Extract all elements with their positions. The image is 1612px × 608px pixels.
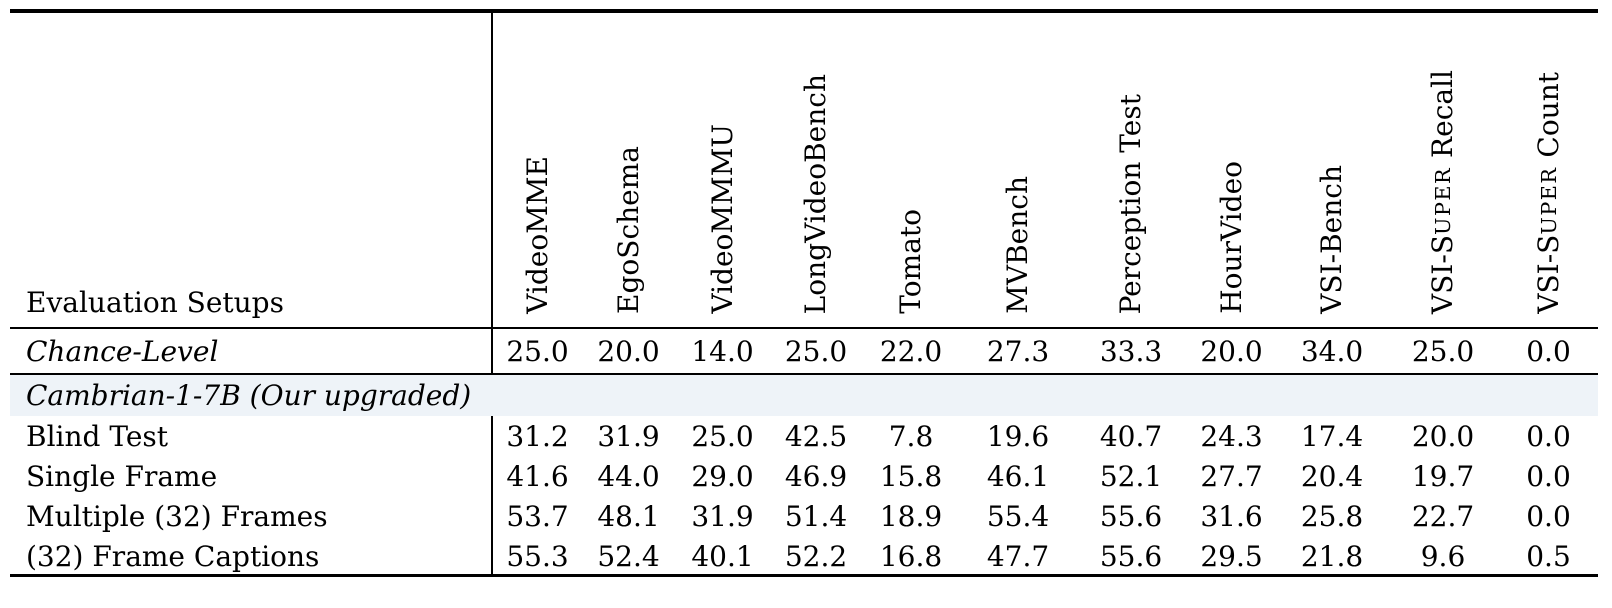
row-label-single-frame: Single Frame <box>26 459 218 493</box>
table-row-blind-test: Blind Test 31.2 31.9 25.0 42.5 7.8 19.6 40.7 24.… <box>10 416 1598 456</box>
table-row-single-frame: Single Frame 41.6 44.0 29.0 46.9 15.8 46.1 52.1… <box>10 456 1598 496</box>
value-cell: 0.0 <box>1526 499 1571 533</box>
value-cell: 55.6 <box>1099 539 1163 573</box>
value-cell: 27.3 <box>960 328 1076 375</box>
value-cell: 14.0 <box>675 328 770 375</box>
value-cell: 52.1 <box>1099 459 1163 493</box>
row-label-32-frame-captions: (32) Frame Captions <box>26 539 320 573</box>
value-cell: 17.4 <box>1300 419 1364 453</box>
value-cell: 25.8 <box>1300 499 1364 533</box>
column-header-label: EgoSchema <box>611 146 645 314</box>
column-header-vsi-super-recall: VSI-SUPER Recall <box>1387 13 1499 329</box>
column-header-longvideobench: LongVideoBench <box>770 13 862 329</box>
value-cell: 31.6 <box>1200 499 1263 533</box>
value-cell: 46.1 <box>986 459 1050 493</box>
value-cell: 40.7 <box>1099 419 1163 453</box>
column-header-label: VSI-Bench <box>1315 165 1349 314</box>
header-row: Evaluation Setups VideoMME EgoSchema Video… <box>10 13 1598 329</box>
value-cell: 41.6 <box>491 456 582 496</box>
value-cell: 52.2 <box>784 539 848 573</box>
value-cell: 47.7 <box>986 539 1050 573</box>
table-row-32-frame-captions: (32) Frame Captions 55.3 52.4 40.1 52.2 16.8 4… <box>10 536 1598 576</box>
column-header-label: VSI-SUPER Recall <box>1426 69 1460 314</box>
column-header-hourvideo: HourVideo <box>1186 13 1277 329</box>
column-header-egoschema: EgoSchema <box>582 13 675 329</box>
value-cell: 55.3 <box>491 536 582 576</box>
value-cell: 20.0 <box>582 328 675 375</box>
table-bottom-rule <box>10 574 1598 577</box>
column-header-label: HourVideo <box>1214 161 1248 314</box>
column-header-tomato: Tomato <box>862 13 960 329</box>
column-header-videomme: VideoMME <box>491 13 582 329</box>
value-cell: 18.9 <box>879 499 943 533</box>
value-cell: 19.7 <box>1411 459 1475 493</box>
column-header-vsi-super-count: VSI-SUPER Count <box>1499 13 1598 329</box>
table-top-rule <box>10 9 1598 13</box>
column-header-videommmu: VideoMMMU <box>675 13 770 329</box>
value-cell: 25.0 <box>770 328 862 375</box>
value-cell: 16.8 <box>879 539 943 573</box>
value-cell: 9.6 <box>1420 539 1466 573</box>
value-cell: 22.0 <box>862 328 960 375</box>
value-cell: 0.0 <box>1526 419 1571 453</box>
value-cell: 21.8 <box>1300 539 1364 573</box>
section-row-cambrian-section: Cambrian-1-7B (Our upgraded) <box>10 374 1598 416</box>
value-cell: 0.5 <box>1526 539 1571 573</box>
value-cell: 0.0 <box>1526 459 1571 493</box>
value-cell: 31.9 <box>691 499 754 533</box>
value-cell: 33.3 <box>1076 328 1186 375</box>
value-cell: 0.0 <box>1499 328 1598 375</box>
value-cell: 52.4 <box>597 539 660 573</box>
column-header-label: VideoMME <box>520 156 554 314</box>
value-cell: 34.0 <box>1277 328 1387 375</box>
column-header-mvbench: MVBench <box>960 13 1076 329</box>
value-cell: 25.0 <box>491 328 582 375</box>
column-header-label: Tomato <box>894 209 928 314</box>
value-cell: 51.4 <box>784 499 848 533</box>
value-cell: 53.7 <box>491 496 582 536</box>
value-cell: 24.3 <box>1200 419 1263 453</box>
value-cell: 20.4 <box>1300 459 1364 493</box>
value-cell: 40.1 <box>691 539 754 573</box>
value-cell: 31.9 <box>597 419 660 453</box>
value-cell: 20.0 <box>1186 328 1277 375</box>
value-cell: 25.0 <box>1387 328 1499 375</box>
section-label: Cambrian-1-7B (Our upgraded) <box>10 374 1598 416</box>
benchmark-results-table: Evaluation Setups VideoMME EgoSchema Video… <box>10 13 1598 576</box>
corner-header-evaluation-setups: Evaluation Setups <box>10 13 492 329</box>
value-cell: 42.5 <box>784 419 848 453</box>
value-cell: 31.2 <box>491 416 582 456</box>
column-header-label: LongVideoBench <box>799 73 833 314</box>
row-label-chance-level: Chance-Level <box>10 328 492 375</box>
value-cell: 20.0 <box>1411 419 1475 453</box>
column-header-label: VideoMMMU <box>705 124 739 314</box>
value-cell: 55.4 <box>986 499 1050 533</box>
row-label-blind-test: Blind Test <box>26 419 169 453</box>
row-label-multiple-32-frames: Multiple (32) Frames <box>26 499 328 533</box>
value-cell: 46.9 <box>784 459 848 493</box>
column-header-label: MVBench <box>1001 176 1035 314</box>
value-cell: 19.6 <box>986 419 1050 453</box>
value-cell: 25.0 <box>691 419 754 453</box>
value-cell: 44.0 <box>597 459 660 493</box>
column-header-label: VSI-SUPER Count <box>1531 72 1565 314</box>
column-header-perception-test: Perception Test <box>1076 13 1186 329</box>
value-cell: 48.1 <box>597 499 660 533</box>
value-cell: 29.0 <box>691 459 754 493</box>
table-row-chance-level: Chance-Level 25.0 20.0 14.0 25.0 22.0 27.3 33.3… <box>10 328 1598 375</box>
value-cell: 27.7 <box>1200 459 1263 493</box>
value-cell: 15.8 <box>879 459 943 493</box>
value-cell: 29.5 <box>1200 539 1263 573</box>
column-header-label: Perception Test <box>1114 93 1148 314</box>
value-cell: 22.7 <box>1411 499 1475 533</box>
column-header-vsi-bench: VSI-Bench <box>1277 13 1387 329</box>
value-cell: 7.8 <box>888 419 934 453</box>
value-cell: 55.6 <box>1099 499 1163 533</box>
table-row-multiple-32-frames: Multiple (32) Frames 53.7 48.1 31.9 51.4 18.9… <box>10 496 1598 536</box>
